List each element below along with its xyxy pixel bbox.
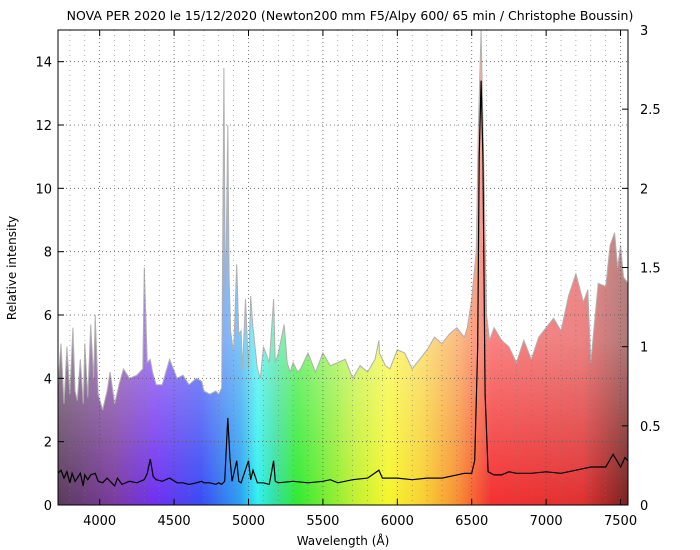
x-tick-label: 6500 bbox=[455, 514, 488, 529]
y2-tick-label: 0.5 bbox=[640, 420, 661, 435]
x-tick-label: 4500 bbox=[158, 514, 191, 529]
chart-title: NOVA PER 2020 le 15/12/2020 (Newton200 m… bbox=[67, 8, 634, 23]
y-tick-label: 14 bbox=[35, 56, 52, 71]
spectrum-area-fade bbox=[58, 30, 628, 505]
spectrum-black-line bbox=[58, 80, 628, 488]
grid-lines bbox=[58, 30, 628, 505]
x-tick-labels: 4000 4500 5000 5500 6000 6500 7000 7500 bbox=[83, 514, 637, 529]
y-axis-label: Relative intensity bbox=[5, 216, 19, 320]
x-tick-label: 5500 bbox=[306, 514, 339, 529]
y2-tick-label: 1.5 bbox=[640, 262, 661, 277]
y2-tick-label: 2.5 bbox=[640, 103, 661, 118]
y-tick-label: 4 bbox=[44, 372, 52, 387]
axis-ticks bbox=[58, 29, 628, 506]
y-tick-label: 0 bbox=[44, 499, 52, 514]
x-tick-label: 7500 bbox=[604, 514, 637, 529]
x-tick-label: 5000 bbox=[232, 514, 265, 529]
spectrum-upper-line bbox=[58, 30, 628, 411]
x-tick-label: 4000 bbox=[83, 514, 116, 529]
y2-tick-label: 0 bbox=[640, 499, 648, 514]
x-axis-label: Wavelength (Å) bbox=[297, 533, 390, 548]
y2-tick-labels: 0 0.5 1 1.5 2 2.5 3 bbox=[640, 24, 661, 514]
x-tick-label: 7000 bbox=[530, 514, 563, 529]
y-tick-label: 10 bbox=[35, 182, 52, 197]
y2-tick-label: 3 bbox=[640, 24, 648, 39]
y-tick-label: 8 bbox=[44, 246, 52, 261]
y2-tick-label: 2 bbox=[640, 182, 648, 197]
y-tick-label: 2 bbox=[44, 436, 52, 451]
y-tick-label: 12 bbox=[35, 119, 52, 134]
y-tick-label: 6 bbox=[44, 309, 52, 324]
y-tick-labels: 0 2 4 6 8 10 12 14 bbox=[35, 56, 52, 514]
x-tick-label: 6000 bbox=[381, 514, 414, 529]
y2-tick-label: 1 bbox=[640, 341, 648, 356]
